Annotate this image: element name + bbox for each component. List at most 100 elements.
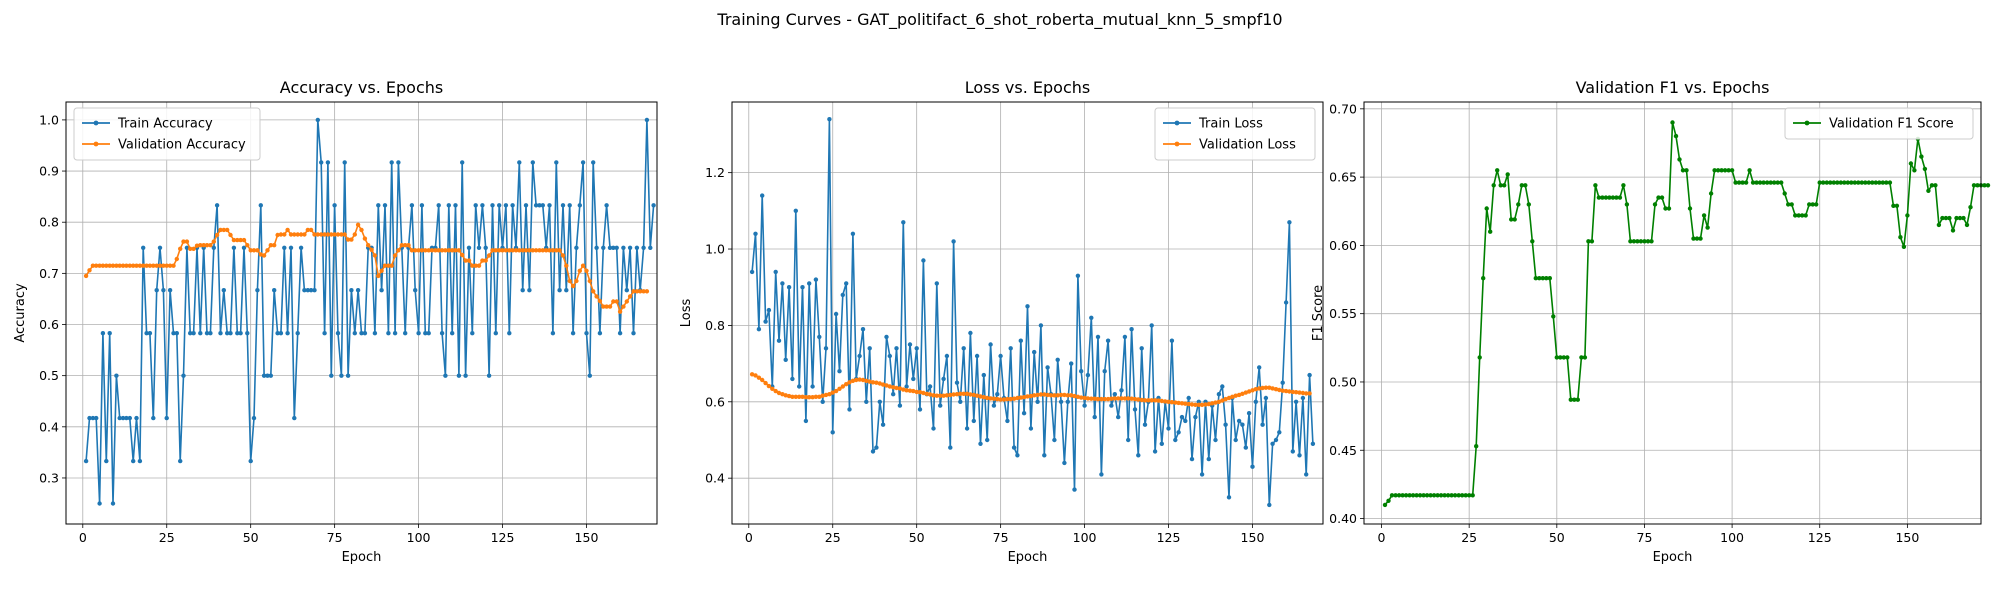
data-point — [114, 263, 119, 268]
data-point — [847, 380, 852, 385]
data-point — [1257, 365, 1262, 370]
data-point — [181, 373, 186, 378]
data-point — [1189, 402, 1195, 407]
data-point — [278, 232, 284, 237]
data-point — [533, 248, 539, 253]
data-point — [1045, 392, 1050, 398]
data-point — [998, 397, 1003, 402]
data-point — [164, 263, 169, 268]
data-point — [1614, 195, 1619, 200]
data-point — [1824, 180, 1830, 185]
data-point — [325, 160, 331, 165]
data-point — [1645, 239, 1651, 244]
data-point — [817, 334, 822, 340]
data-point — [1163, 399, 1168, 404]
data-point — [634, 289, 640, 294]
data-point — [1393, 493, 1398, 498]
data-point — [178, 458, 183, 464]
data-point — [631, 289, 636, 294]
data-point — [1183, 401, 1188, 406]
data-point — [776, 338, 782, 343]
data-point — [225, 331, 230, 336]
data-point — [870, 449, 876, 454]
y-tick-label: 0.45 — [1329, 443, 1357, 458]
data-point — [141, 263, 146, 268]
x-axis-label: Epoch — [1008, 550, 1048, 565]
data-point — [840, 292, 845, 298]
data-point — [867, 379, 872, 384]
data-point — [1032, 349, 1037, 355]
data-point — [1747, 168, 1752, 173]
data-point — [1551, 314, 1556, 319]
data-point — [1449, 493, 1454, 498]
data-point — [1968, 205, 1973, 210]
legend-swatch-marker — [93, 141, 99, 147]
data-point — [1186, 395, 1191, 401]
data-point — [1223, 422, 1228, 427]
data-point — [204, 243, 210, 248]
data-point — [1954, 215, 1959, 221]
data-point — [597, 331, 603, 336]
data-point — [1859, 180, 1865, 185]
data-point — [1082, 395, 1087, 401]
data-point — [1477, 355, 1482, 360]
data-point — [167, 288, 173, 293]
data-point — [1635, 239, 1640, 244]
data-point — [995, 396, 1000, 402]
data-point — [941, 393, 946, 398]
data-point — [1199, 402, 1205, 407]
data-point — [958, 399, 963, 404]
data-point — [607, 304, 613, 309]
x-tick-label: 25 — [825, 530, 841, 545]
legend-box — [1784, 107, 1974, 140]
data-point — [837, 369, 842, 374]
data-point — [1203, 402, 1208, 407]
data-point — [1243, 445, 1249, 450]
data-point — [587, 278, 592, 284]
data-point — [1277, 387, 1282, 393]
data-point — [560, 253, 566, 258]
data-point — [1537, 276, 1542, 281]
data-point — [1561, 355, 1567, 360]
legend-box — [73, 107, 261, 161]
data-point — [426, 248, 431, 253]
data-point — [830, 430, 835, 435]
data-point — [1018, 338, 1023, 343]
data-point — [1568, 397, 1574, 402]
data-point — [329, 232, 334, 237]
data-point — [1849, 180, 1854, 185]
data-point — [763, 319, 768, 324]
data-point — [94, 415, 99, 421]
figure-suptitle: Training Curves - GAT_politifact_6_shot_… — [716, 10, 1282, 30]
data-point — [981, 372, 986, 378]
x-tick-label: 75 — [327, 530, 343, 545]
data-point — [1159, 398, 1165, 404]
data-point — [1230, 394, 1235, 399]
data-point — [1126, 396, 1131, 401]
data-point — [1290, 449, 1296, 454]
data-point — [1673, 133, 1679, 139]
data-point — [1863, 180, 1868, 185]
data-point — [1975, 183, 1980, 188]
data-point — [951, 392, 956, 397]
legend: Train Loss Validation Loss — [1154, 107, 1316, 161]
data-point — [1786, 202, 1791, 207]
data-point — [901, 387, 906, 392]
data-point — [1757, 180, 1763, 185]
data-point — [1684, 168, 1689, 173]
data-point — [954, 380, 960, 385]
data-point — [823, 392, 829, 398]
data-point — [416, 331, 421, 336]
data-point — [1698, 236, 1703, 241]
data-point — [171, 263, 176, 268]
data-point — [97, 501, 102, 506]
data-point — [1055, 393, 1060, 398]
data-point — [1835, 180, 1840, 185]
data-point — [537, 203, 542, 208]
data-point — [510, 248, 515, 253]
data-point — [403, 243, 408, 248]
data-point — [1544, 276, 1549, 281]
data-point — [87, 415, 92, 421]
data-point — [345, 237, 351, 242]
data-point — [1424, 493, 1430, 498]
